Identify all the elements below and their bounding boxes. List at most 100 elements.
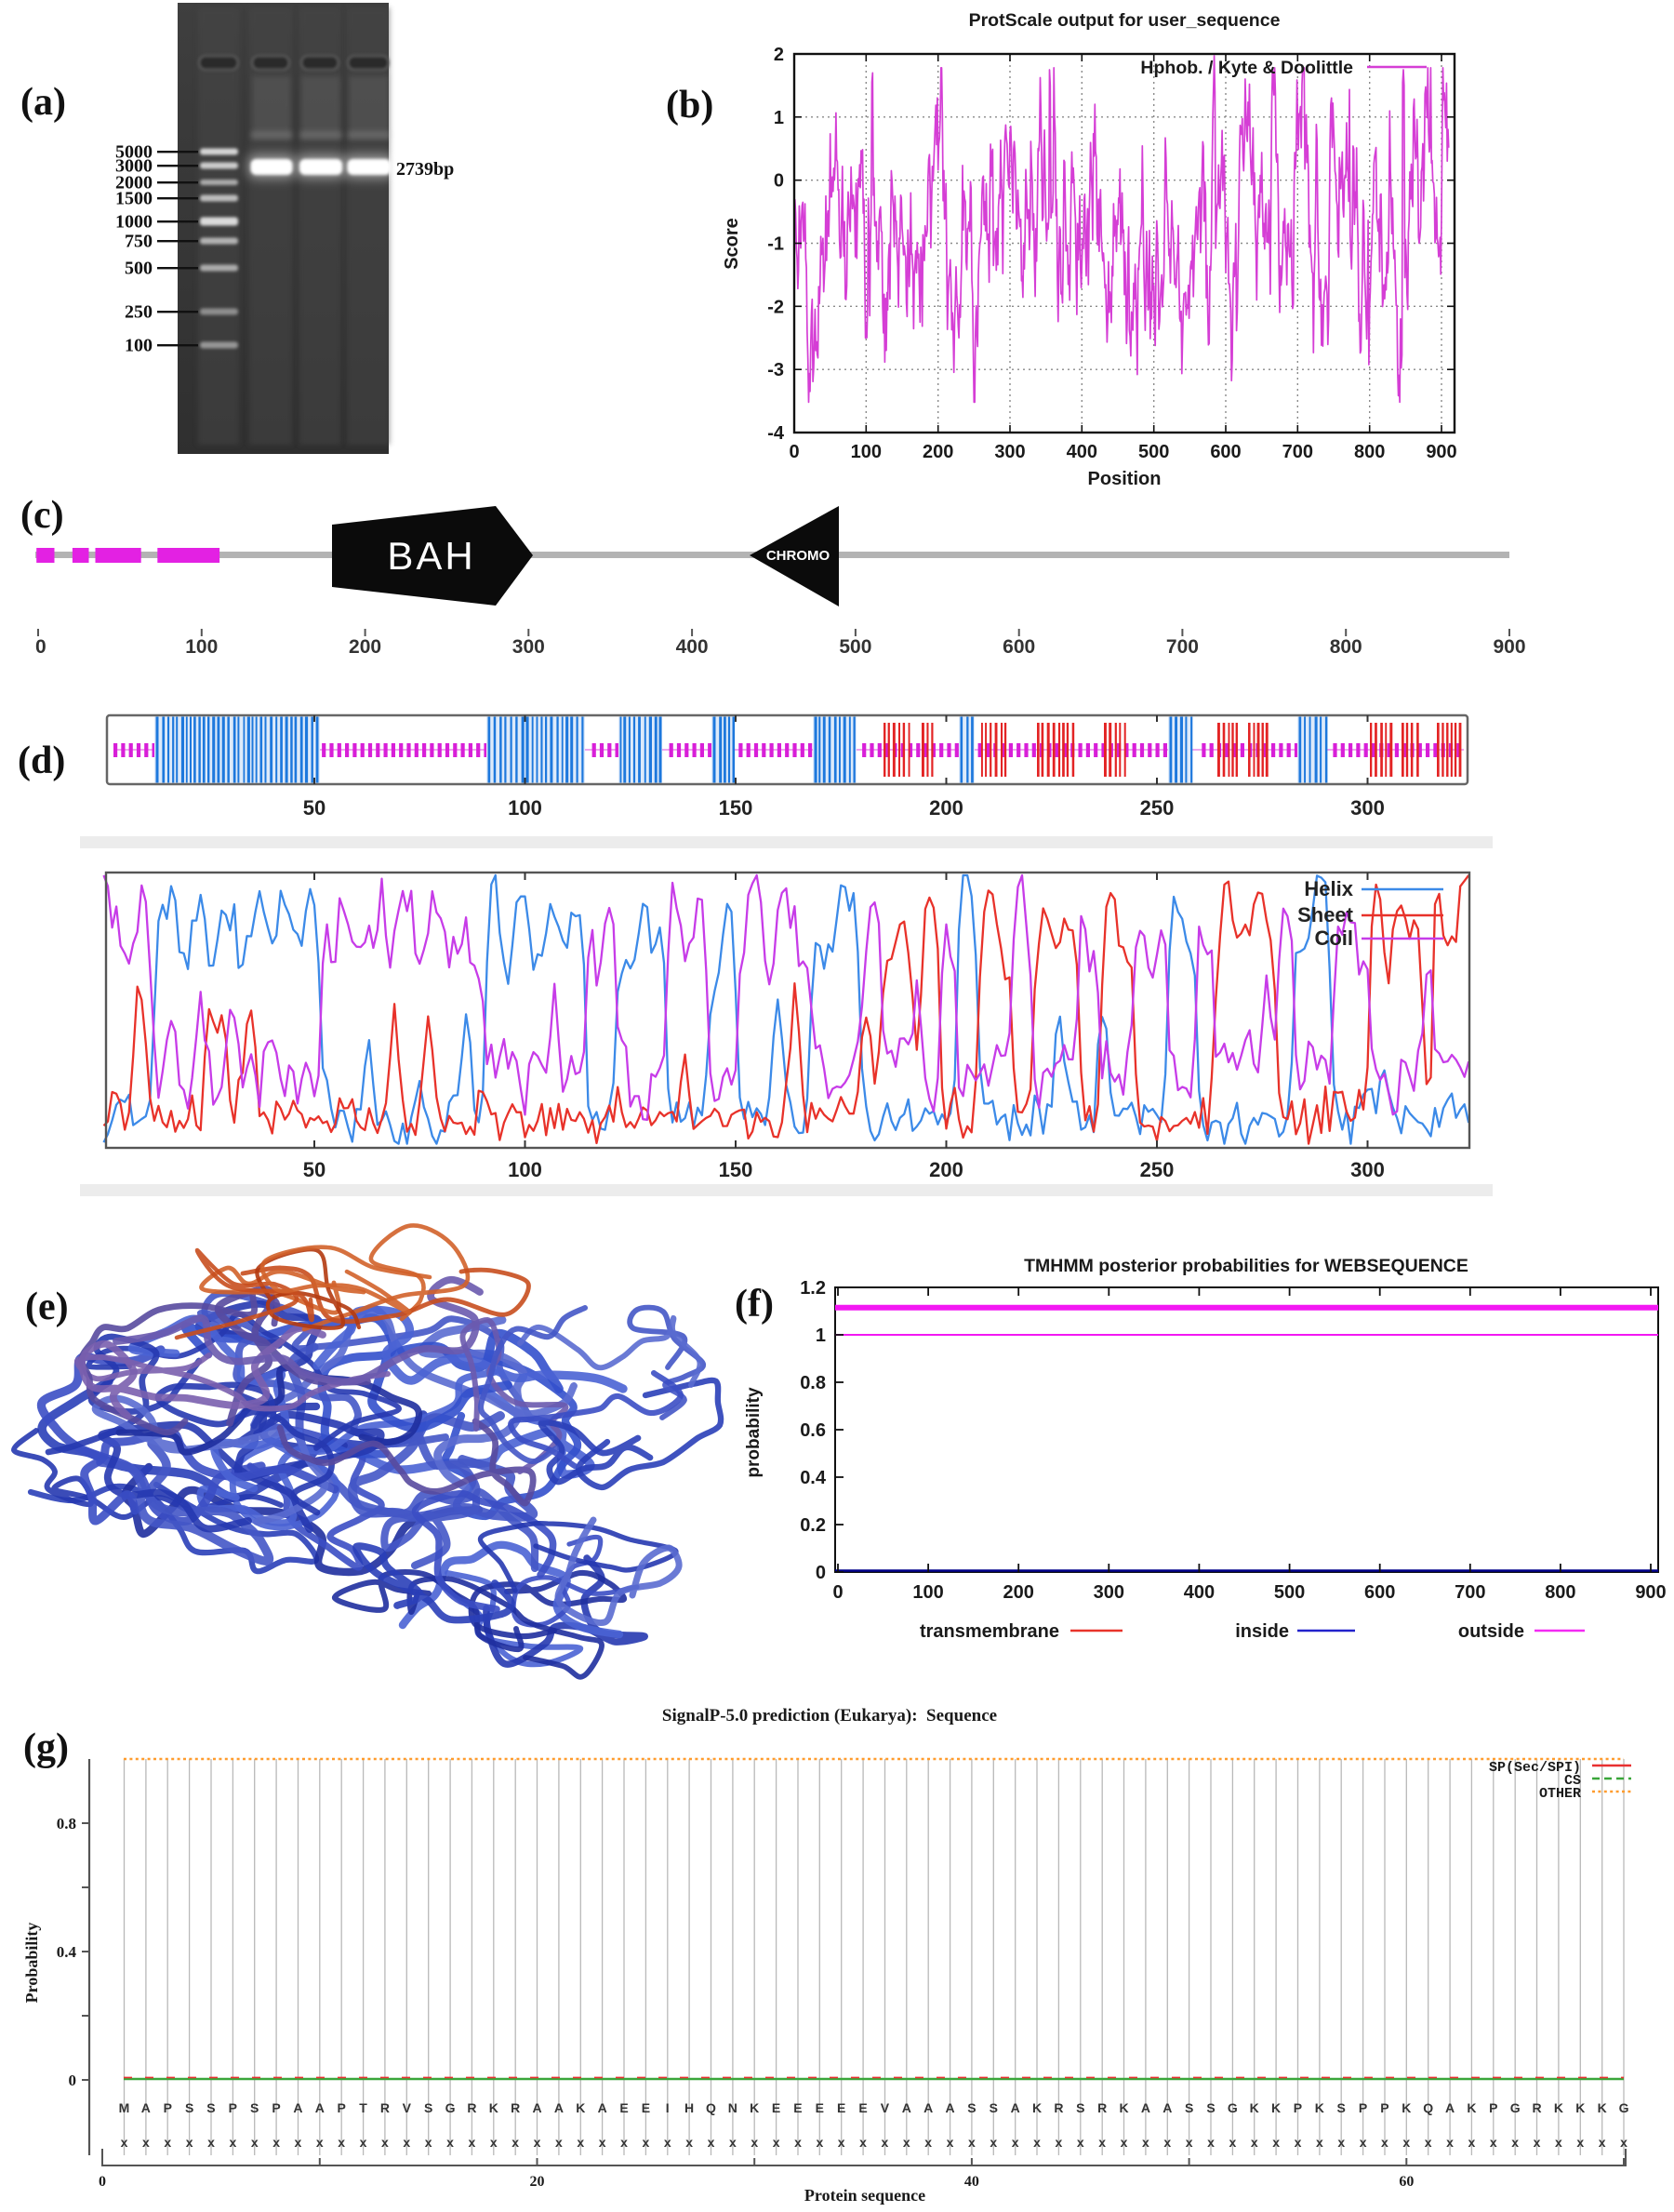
svg-text:150: 150 <box>719 1158 753 1181</box>
svg-text:inside: inside <box>1235 1621 1289 1642</box>
svg-text:Helix: Helix <box>1304 877 1353 900</box>
svg-text:x: x <box>1446 2135 1454 2150</box>
svg-text:0: 0 <box>774 171 784 192</box>
svg-text:900: 900 <box>1493 636 1525 658</box>
svg-text:A: A <box>293 2100 302 2115</box>
svg-text:A: A <box>554 2100 564 2115</box>
svg-text:A: A <box>1011 2100 1020 2115</box>
svg-text:R: R <box>1054 2100 1063 2115</box>
svg-text:900: 900 <box>1426 442 1456 462</box>
svg-text:x: x <box>121 2135 128 2150</box>
svg-text:100: 100 <box>125 336 153 356</box>
svg-text:transmembrane: transmembrane <box>920 1621 1059 1642</box>
svg-text:A: A <box>902 2100 911 2115</box>
svg-text:x: x <box>599 2135 606 2150</box>
svg-text:P: P <box>1359 2100 1367 2115</box>
svg-text:A: A <box>945 2100 954 2115</box>
svg-text:K: K <box>489 2100 498 2115</box>
svg-text:2000: 2000 <box>115 173 153 193</box>
svg-text:x: x <box>903 2135 910 2150</box>
svg-text:x: x <box>142 2135 150 2150</box>
svg-text:CS: CS <box>1564 1773 1581 1789</box>
svg-text:BAH: BAH <box>387 534 475 578</box>
svg-text:(c): (c) <box>20 494 64 537</box>
svg-text:1500: 1500 <box>115 189 153 209</box>
svg-text:60: 60 <box>1399 2174 1414 2190</box>
svg-text:E: E <box>837 2100 845 2115</box>
svg-text:x: x <box>882 2135 889 2150</box>
svg-text:100: 100 <box>185 636 218 658</box>
svg-text:A: A <box>315 2100 325 2115</box>
svg-text:-2: -2 <box>767 297 784 317</box>
svg-text:700: 700 <box>1455 1582 1485 1603</box>
svg-text:x: x <box>924 2135 932 2150</box>
svg-text:(a): (a) <box>20 81 66 124</box>
svg-text:E: E <box>816 2100 824 2115</box>
svg-text:200: 200 <box>1003 1582 1034 1603</box>
svg-text:(g): (g) <box>23 1726 69 1769</box>
svg-text:x: x <box>316 2135 324 2150</box>
svg-text:K: K <box>1402 2100 1411 2115</box>
svg-text:S: S <box>967 2100 976 2115</box>
svg-text:700: 700 <box>1166 636 1199 658</box>
svg-text:1000: 1000 <box>115 212 153 233</box>
svg-text:x: x <box>1511 2135 1519 2150</box>
svg-text:150: 150 <box>719 796 753 820</box>
svg-text:x: x <box>381 2135 389 2150</box>
svg-text:Score: Score <box>722 218 742 270</box>
svg-text:R: R <box>1097 2100 1107 2115</box>
svg-text:x: x <box>1316 2135 1323 2150</box>
svg-text:300: 300 <box>1350 796 1385 820</box>
svg-text:50: 50 <box>303 796 326 820</box>
svg-text:500: 500 <box>125 259 153 279</box>
svg-text:x: x <box>446 2135 454 2150</box>
svg-text:x: x <box>1620 2135 1628 2150</box>
svg-text:x: x <box>794 2135 802 2150</box>
svg-text:600: 600 <box>1003 636 1035 658</box>
svg-text:0.8: 0.8 <box>57 1815 76 1832</box>
svg-text:A: A <box>598 2100 607 2115</box>
svg-text:S: S <box>1206 2100 1215 2115</box>
svg-text:x: x <box>751 2135 758 2150</box>
svg-text:M: M <box>119 2100 130 2115</box>
svg-text:x: x <box>990 2135 997 2150</box>
svg-text:(d): (d) <box>18 740 65 782</box>
svg-text:x: x <box>1033 2135 1041 2150</box>
svg-text:1.2: 1.2 <box>800 1278 826 1299</box>
svg-text:x: x <box>708 2135 715 2150</box>
svg-text:600: 600 <box>1210 442 1241 462</box>
svg-text:A: A <box>1445 2100 1455 2115</box>
svg-text:250: 250 <box>125 302 153 323</box>
svg-text:x: x <box>685 2135 693 2150</box>
svg-text:2739bp: 2739bp <box>396 159 454 180</box>
svg-text:TMHMM posterior probabilities: TMHMM posterior probabilities for WEBSEQ… <box>1024 1256 1468 1276</box>
svg-text:0: 0 <box>816 1563 826 1583</box>
svg-text:P: P <box>229 2100 237 2115</box>
svg-text:x: x <box>1555 2135 1562 2150</box>
svg-text:3000: 3000 <box>115 156 153 177</box>
svg-text:S: S <box>1076 2100 1084 2115</box>
svg-text:x: x <box>968 2135 976 2150</box>
svg-text:E: E <box>619 2100 628 2115</box>
svg-text:0: 0 <box>99 2174 106 2190</box>
svg-text:K: K <box>576 2100 585 2115</box>
svg-text:x: x <box>1056 2135 1063 2150</box>
svg-text:x: x <box>186 2135 193 2150</box>
svg-text:x: x <box>512 2135 519 2150</box>
svg-text:P: P <box>338 2100 346 2115</box>
svg-text:ProtScale output for user_sequ: ProtScale output for user_sequence <box>969 10 1281 31</box>
svg-text:A: A <box>141 2100 151 2115</box>
svg-text:x: x <box>1599 2135 1606 2150</box>
svg-text:Coil: Coil <box>1314 926 1353 950</box>
svg-text:0: 0 <box>35 636 46 658</box>
svg-text:x: x <box>1534 2135 1541 2150</box>
svg-text:x: x <box>272 2135 280 2150</box>
svg-text:probability: probability <box>744 1387 764 1478</box>
svg-text:400: 400 <box>676 636 709 658</box>
svg-text:0.8: 0.8 <box>800 1373 826 1393</box>
svg-text:x: x <box>1272 2135 1280 2150</box>
svg-text:400: 400 <box>1184 1582 1215 1603</box>
svg-text:S: S <box>1337 2100 1346 2115</box>
svg-text:x: x <box>1576 2135 1584 2150</box>
svg-text:Q: Q <box>706 2100 716 2115</box>
